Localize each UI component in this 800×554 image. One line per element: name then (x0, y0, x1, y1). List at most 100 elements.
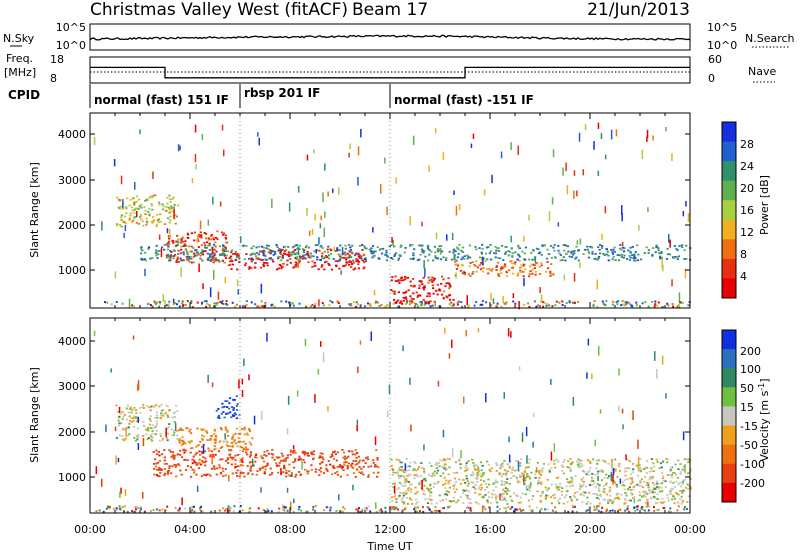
heatmap-cell (190, 440, 193, 443)
heatmap-cell (461, 251, 465, 253)
heatmap-cell (398, 466, 401, 469)
heatmap-cell (221, 254, 224, 256)
heatmap-cell (319, 452, 322, 455)
heatmap-cell (451, 339, 453, 348)
heatmap-cell (635, 464, 638, 467)
heatmap-cell (610, 500, 613, 502)
heatmap-cell (676, 258, 679, 261)
heatmap-cell (616, 254, 619, 256)
heatmap-cell (357, 177, 359, 186)
heatmap-cell (640, 507, 643, 510)
heatmap-cell (686, 458, 689, 461)
heatmap-cell (246, 453, 249, 456)
heatmap-cell (494, 497, 498, 499)
heatmap-cell (464, 470, 467, 472)
heatmap-cell (607, 254, 610, 257)
heatmap-cell (209, 439, 212, 441)
heatmap-cell (191, 447, 194, 449)
heatmap-cell (258, 137, 260, 146)
heatmap-cell (213, 269, 215, 280)
heatmap-cell (231, 301, 234, 304)
heatmap-cell (255, 473, 258, 476)
heatmap-cell (457, 300, 460, 303)
heatmap-cell (232, 456, 235, 459)
heatmap-cell (626, 258, 629, 260)
heatmap-cell (681, 244, 684, 246)
heatmap-cell (681, 246, 684, 249)
heatmap-cell (576, 460, 579, 463)
heatmap-cell (544, 508, 547, 511)
heatmap-cell (448, 500, 451, 502)
heatmap-cell (221, 300, 224, 302)
heatmap-cell (416, 501, 419, 504)
heatmap-cell (122, 415, 125, 418)
heatmap-cell (599, 495, 602, 498)
heatmap-cell (416, 259, 419, 262)
heatmap-cell (197, 234, 200, 237)
heatmap-cell (516, 477, 519, 480)
heatmap-cell (165, 206, 168, 208)
heatmap-cell (528, 489, 531, 492)
heatmap-cell (437, 462, 441, 464)
heatmap-cell (193, 461, 197, 464)
heatmap-cell (356, 463, 359, 465)
heatmap-cell (278, 507, 281, 510)
heatmap-cell (657, 487, 660, 490)
heatmap-cell (646, 136, 648, 142)
heatmap-cell (373, 289, 376, 296)
heatmap-cell (236, 427, 239, 430)
heatmap-cell (306, 452, 309, 455)
heatmap-cell (256, 470, 259, 473)
heatmap-cell (343, 461, 346, 464)
heatmap-cell (239, 505, 242, 507)
heatmap-cell (577, 458, 580, 461)
heatmap-cell (637, 253, 640, 256)
heatmap-cell (661, 258, 663, 269)
heatmap-cell (478, 247, 481, 249)
heatmap-cell (187, 255, 190, 258)
heatmap-cell (312, 255, 315, 258)
heatmap-cell (658, 490, 662, 493)
heatmap-cell (656, 502, 659, 504)
heatmap-cell (149, 433, 153, 436)
heatmap-cell (190, 510, 193, 513)
heatmap-cell (349, 249, 353, 251)
heatmap-cell (170, 255, 173, 257)
heatmap-cell (147, 210, 150, 213)
heatmap-cell (611, 502, 614, 505)
heatmap-cell (625, 494, 628, 497)
heatmap-cell (307, 256, 310, 259)
heatmap-cell (344, 264, 347, 267)
power-ytick-3000: 3000 (58, 174, 86, 187)
heatmap-cell (121, 438, 124, 441)
heatmap-cell (159, 433, 162, 435)
heatmap-cell (647, 486, 650, 489)
heatmap-cell (340, 510, 342, 513)
heatmap-cell (203, 473, 206, 476)
velocity-data-layer (93, 318, 692, 513)
heatmap-cell (414, 492, 417, 495)
heatmap-cell (506, 503, 509, 505)
heatmap-cell (201, 446, 204, 448)
heatmap-cell (422, 299, 425, 301)
heatmap-cell (336, 466, 339, 468)
heatmap-cell (614, 458, 617, 461)
heatmap-cell (241, 378, 244, 385)
heatmap-cell (673, 497, 676, 500)
heatmap-cell (632, 468, 635, 471)
heatmap-cell (557, 476, 560, 479)
heatmap-cell (343, 507, 346, 510)
heatmap-cell (299, 457, 302, 460)
heatmap-cell (124, 429, 127, 431)
heatmap-cell (577, 259, 580, 262)
heatmap-cell (134, 417, 137, 419)
heatmap-cell (527, 462, 530, 464)
heatmap-cell (245, 304, 248, 306)
heatmap-cell (423, 484, 426, 487)
heatmap-cell (499, 466, 502, 469)
heatmap-cell (361, 459, 364, 462)
power-yticks (90, 133, 690, 271)
heatmap-cell (225, 460, 228, 462)
heatmap-cell (298, 248, 301, 251)
heatmap-cell (257, 253, 260, 256)
